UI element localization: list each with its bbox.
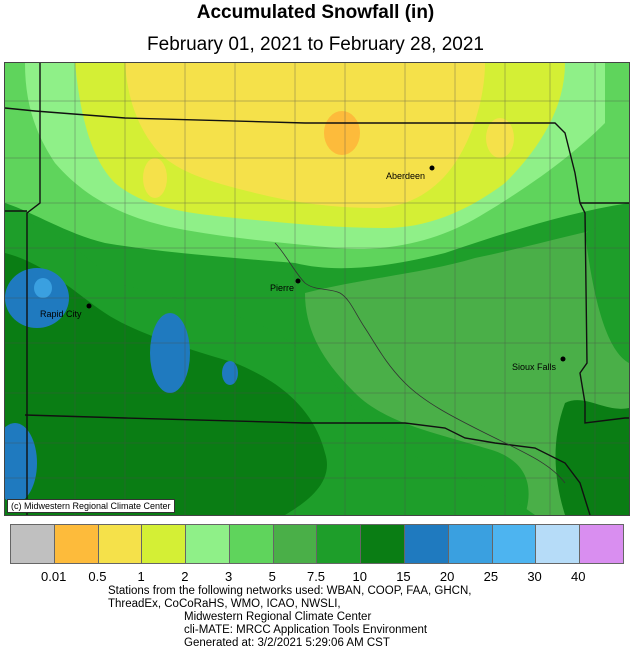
- zone-0.5-1: [125, 63, 485, 208]
- legend-tick-label: 7.5: [306, 569, 326, 584]
- legend-swatch-6: [273, 525, 318, 563]
- zone-10-15-southeast: [555, 400, 629, 515]
- zone-20-25-rapid-city: [34, 278, 52, 298]
- city-pierre: Pierre: [270, 278, 301, 293]
- organization-line: Midwestern Regional Climate Center: [184, 611, 372, 623]
- snowfall-map: Aberdeen Pierre Rapid City Sioux Falls (…: [4, 62, 630, 516]
- zone-15-20-small: [222, 361, 238, 385]
- legend-swatch-11: [492, 525, 537, 563]
- legend-tick-label: 20: [439, 569, 455, 584]
- color-legend: [10, 524, 624, 564]
- snowfall-map-canvas: Aberdeen Pierre Rapid City Sioux Falls: [5, 63, 629, 515]
- legend-tick-label: 15: [396, 569, 411, 584]
- legend-swatch-0: [11, 525, 55, 563]
- city-aberdeen: Aberdeen: [386, 165, 435, 181]
- legend-swatch-2: [98, 525, 143, 563]
- legend-swatch-13: [580, 525, 623, 563]
- legend-tick-label: 2: [181, 569, 189, 584]
- zone-0.01-0.5: [324, 111, 360, 155]
- legend-swatch-1: [54, 525, 99, 563]
- legend-swatch-4: [186, 525, 230, 563]
- zone-7.5-10-east: [585, 213, 629, 363]
- city-label: Pierre: [270, 283, 294, 293]
- stations-line-2: ThreadEx, CoCoRaHS, WMO, ICAO, NWSLI,: [108, 598, 341, 610]
- legend-swatch-5: [229, 525, 274, 563]
- copyright-credit: (c) Midwestern Regional Climate Center: [7, 499, 175, 513]
- legend-tick-labels: 0.01 0.5 1 2 3 5 7.5 10 15 20 25 30 40: [10, 569, 622, 585]
- zone-0.5-1-small: [143, 158, 167, 198]
- map-title: Accumulated Snowfall (in): [196, 2, 435, 23]
- legend-swatch-8: [361, 525, 406, 563]
- zone-0.5-1-east: [486, 118, 514, 158]
- legend-tick-label: 1: [137, 569, 145, 584]
- legend-swatch-12: [536, 525, 581, 563]
- zone-5-7.5: [305, 223, 629, 515]
- legend-swatch-7: [317, 525, 362, 563]
- generated-line: Generated at: 3/2/2021 5:29:06 AM CST: [184, 637, 390, 649]
- city-label: Aberdeen: [386, 171, 425, 181]
- legend-tick-label: 5: [268, 569, 276, 584]
- date-range-subtitle: February 01, 2021 to February 28, 2021: [147, 34, 484, 55]
- legend-tick-label: 3: [224, 569, 233, 584]
- state-borders: [5, 63, 629, 515]
- legend-swatch-10: [448, 525, 493, 563]
- city-sioux-falls: Sioux Falls: [512, 356, 566, 372]
- legend-tick-label: 40: [571, 569, 586, 584]
- legend-tick-label: 25: [483, 569, 499, 584]
- missouri-river: [274, 242, 566, 484]
- legend-swatch-3: [142, 525, 187, 563]
- stations-line-1: Stations from the following networks use…: [108, 585, 472, 597]
- tool-line: cli-MATE: MRCC Application Tools Environ…: [184, 624, 428, 636]
- legend-tick-label: 30: [527, 569, 542, 584]
- city-label: Sioux Falls: [512, 362, 557, 372]
- footer-notes: Stations from the following networks use…: [108, 585, 471, 650]
- legend-tick-label: 0.5: [88, 569, 107, 584]
- legend-tick-label: 0.01: [41, 569, 67, 584]
- city-rapid-city: Rapid City: [40, 303, 92, 319]
- legend-swatch-9: [405, 525, 449, 563]
- city-label: Rapid City: [40, 309, 82, 319]
- zone-15-20-central: [150, 313, 190, 393]
- legend-tick-label: 10: [352, 569, 367, 584]
- county-lines: [5, 63, 629, 515]
